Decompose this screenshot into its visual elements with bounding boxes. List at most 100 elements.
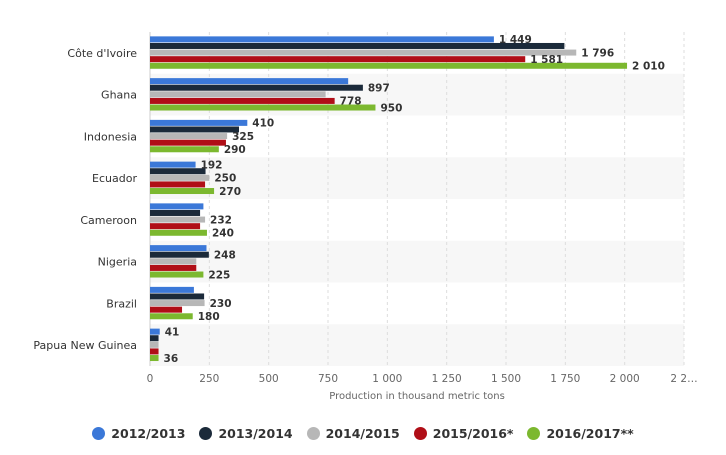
bar — [150, 335, 159, 342]
legend-swatch — [413, 427, 427, 440]
bar — [150, 258, 197, 265]
data-label: 180 — [198, 311, 220, 323]
bar — [150, 126, 239, 133]
chart-legend: 2012/2013 2013/2014 2014/2015 2015/2016* 201… — [0, 426, 726, 441]
bar — [150, 181, 206, 188]
data-label: 410 — [252, 118, 274, 130]
data-label: 192 — [201, 159, 223, 171]
bar — [150, 203, 204, 210]
row-band — [150, 324, 684, 366]
bar — [150, 229, 207, 236]
category-label: Ghana — [101, 89, 137, 102]
bar — [150, 146, 219, 153]
legend-label: 2016/2017** — [546, 426, 634, 441]
legend-swatch — [199, 427, 213, 440]
data-label: 1 796 — [581, 47, 614, 59]
bar — [150, 84, 363, 91]
x-tick-label: 0 — [147, 373, 154, 385]
bar — [150, 49, 577, 56]
category-label: Papua New Guinea — [33, 339, 137, 352]
x-tick-label: 1 500 — [491, 373, 521, 385]
data-label: 897 — [368, 83, 390, 95]
data-label: 240 — [212, 228, 234, 240]
bar — [150, 251, 209, 258]
data-label: 230 — [210, 298, 232, 310]
legend-label: 2012/2013 — [111, 426, 186, 441]
bar — [150, 313, 193, 320]
bar — [150, 56, 526, 63]
bar — [150, 264, 197, 271]
bar — [150, 348, 159, 355]
bar — [150, 223, 201, 230]
legend-label: 2014/2015 — [325, 426, 400, 441]
data-label: 36 — [164, 353, 179, 365]
bar — [150, 133, 228, 140]
data-label: 325 — [232, 131, 254, 143]
bar — [150, 271, 204, 278]
data-label: 250 — [214, 173, 236, 185]
bar — [150, 245, 207, 252]
legend-label: 2013/2014 — [218, 426, 293, 441]
bar — [150, 104, 376, 111]
category-label: Indonesia — [84, 130, 137, 143]
category-label: Côte d'Ivoire — [67, 47, 137, 60]
legend-swatch — [92, 427, 106, 440]
data-label: 41 — [165, 326, 180, 338]
legend-label: 2015/2016* — [432, 426, 514, 441]
bar — [150, 97, 335, 104]
bar — [150, 36, 494, 43]
bar — [150, 168, 206, 175]
bar — [150, 62, 628, 69]
category-label: Nigeria — [98, 256, 137, 269]
x-axis-title: Production in thousand metric tons — [329, 391, 505, 402]
legend-item[interactable]: 2013/2014 — [199, 426, 293, 441]
x-tick-label: 500 — [259, 373, 279, 385]
bar — [150, 174, 210, 181]
data-label: 950 — [380, 102, 402, 114]
bar — [150, 139, 226, 146]
category-label: Brazil — [106, 297, 137, 310]
data-label: 1 449 — [499, 34, 532, 46]
bar — [150, 42, 565, 49]
row-band — [150, 157, 684, 199]
bar — [150, 209, 201, 216]
bar — [150, 78, 349, 85]
bar — [150, 188, 215, 195]
bar — [150, 355, 159, 362]
bar — [150, 293, 205, 300]
category-label: Cameroon — [80, 214, 137, 227]
bar — [150, 161, 196, 168]
bar — [150, 91, 326, 98]
bar — [150, 341, 159, 348]
data-label: 232 — [210, 214, 232, 226]
data-label: 2 010 — [632, 61, 665, 73]
legend-swatch — [527, 427, 541, 440]
row-band — [150, 240, 684, 283]
x-tick-label: 1 000 — [372, 373, 402, 385]
x-tick-label: 2 2… — [670, 373, 697, 385]
bar — [150, 286, 194, 293]
data-label: 225 — [208, 269, 230, 281]
legend-item[interactable]: 2016/2017** — [527, 426, 634, 441]
bar — [150, 216, 206, 223]
data-label: 1 581 — [530, 54, 563, 66]
legend-swatch — [306, 427, 320, 440]
x-tick-label: 250 — [199, 373, 219, 385]
x-tick-label: 1 250 — [432, 373, 462, 385]
data-label: 270 — [219, 186, 241, 198]
x-tick-label: 1 750 — [550, 373, 580, 385]
bar — [150, 300, 205, 307]
bar — [150, 119, 248, 126]
bar — [150, 328, 160, 335]
bar — [150, 306, 183, 313]
legend-item[interactable]: 2014/2015 — [306, 426, 400, 441]
category-label: Ecuador — [92, 172, 137, 185]
data-label: 778 — [340, 96, 362, 108]
x-tick-label: 2 000 — [610, 373, 640, 385]
data-label: 290 — [224, 144, 246, 156]
legend-item[interactable]: 2012/2013 — [92, 426, 185, 441]
x-tick-label: 750 — [318, 373, 338, 385]
legend-item[interactable]: 2015/2016* — [413, 426, 514, 441]
